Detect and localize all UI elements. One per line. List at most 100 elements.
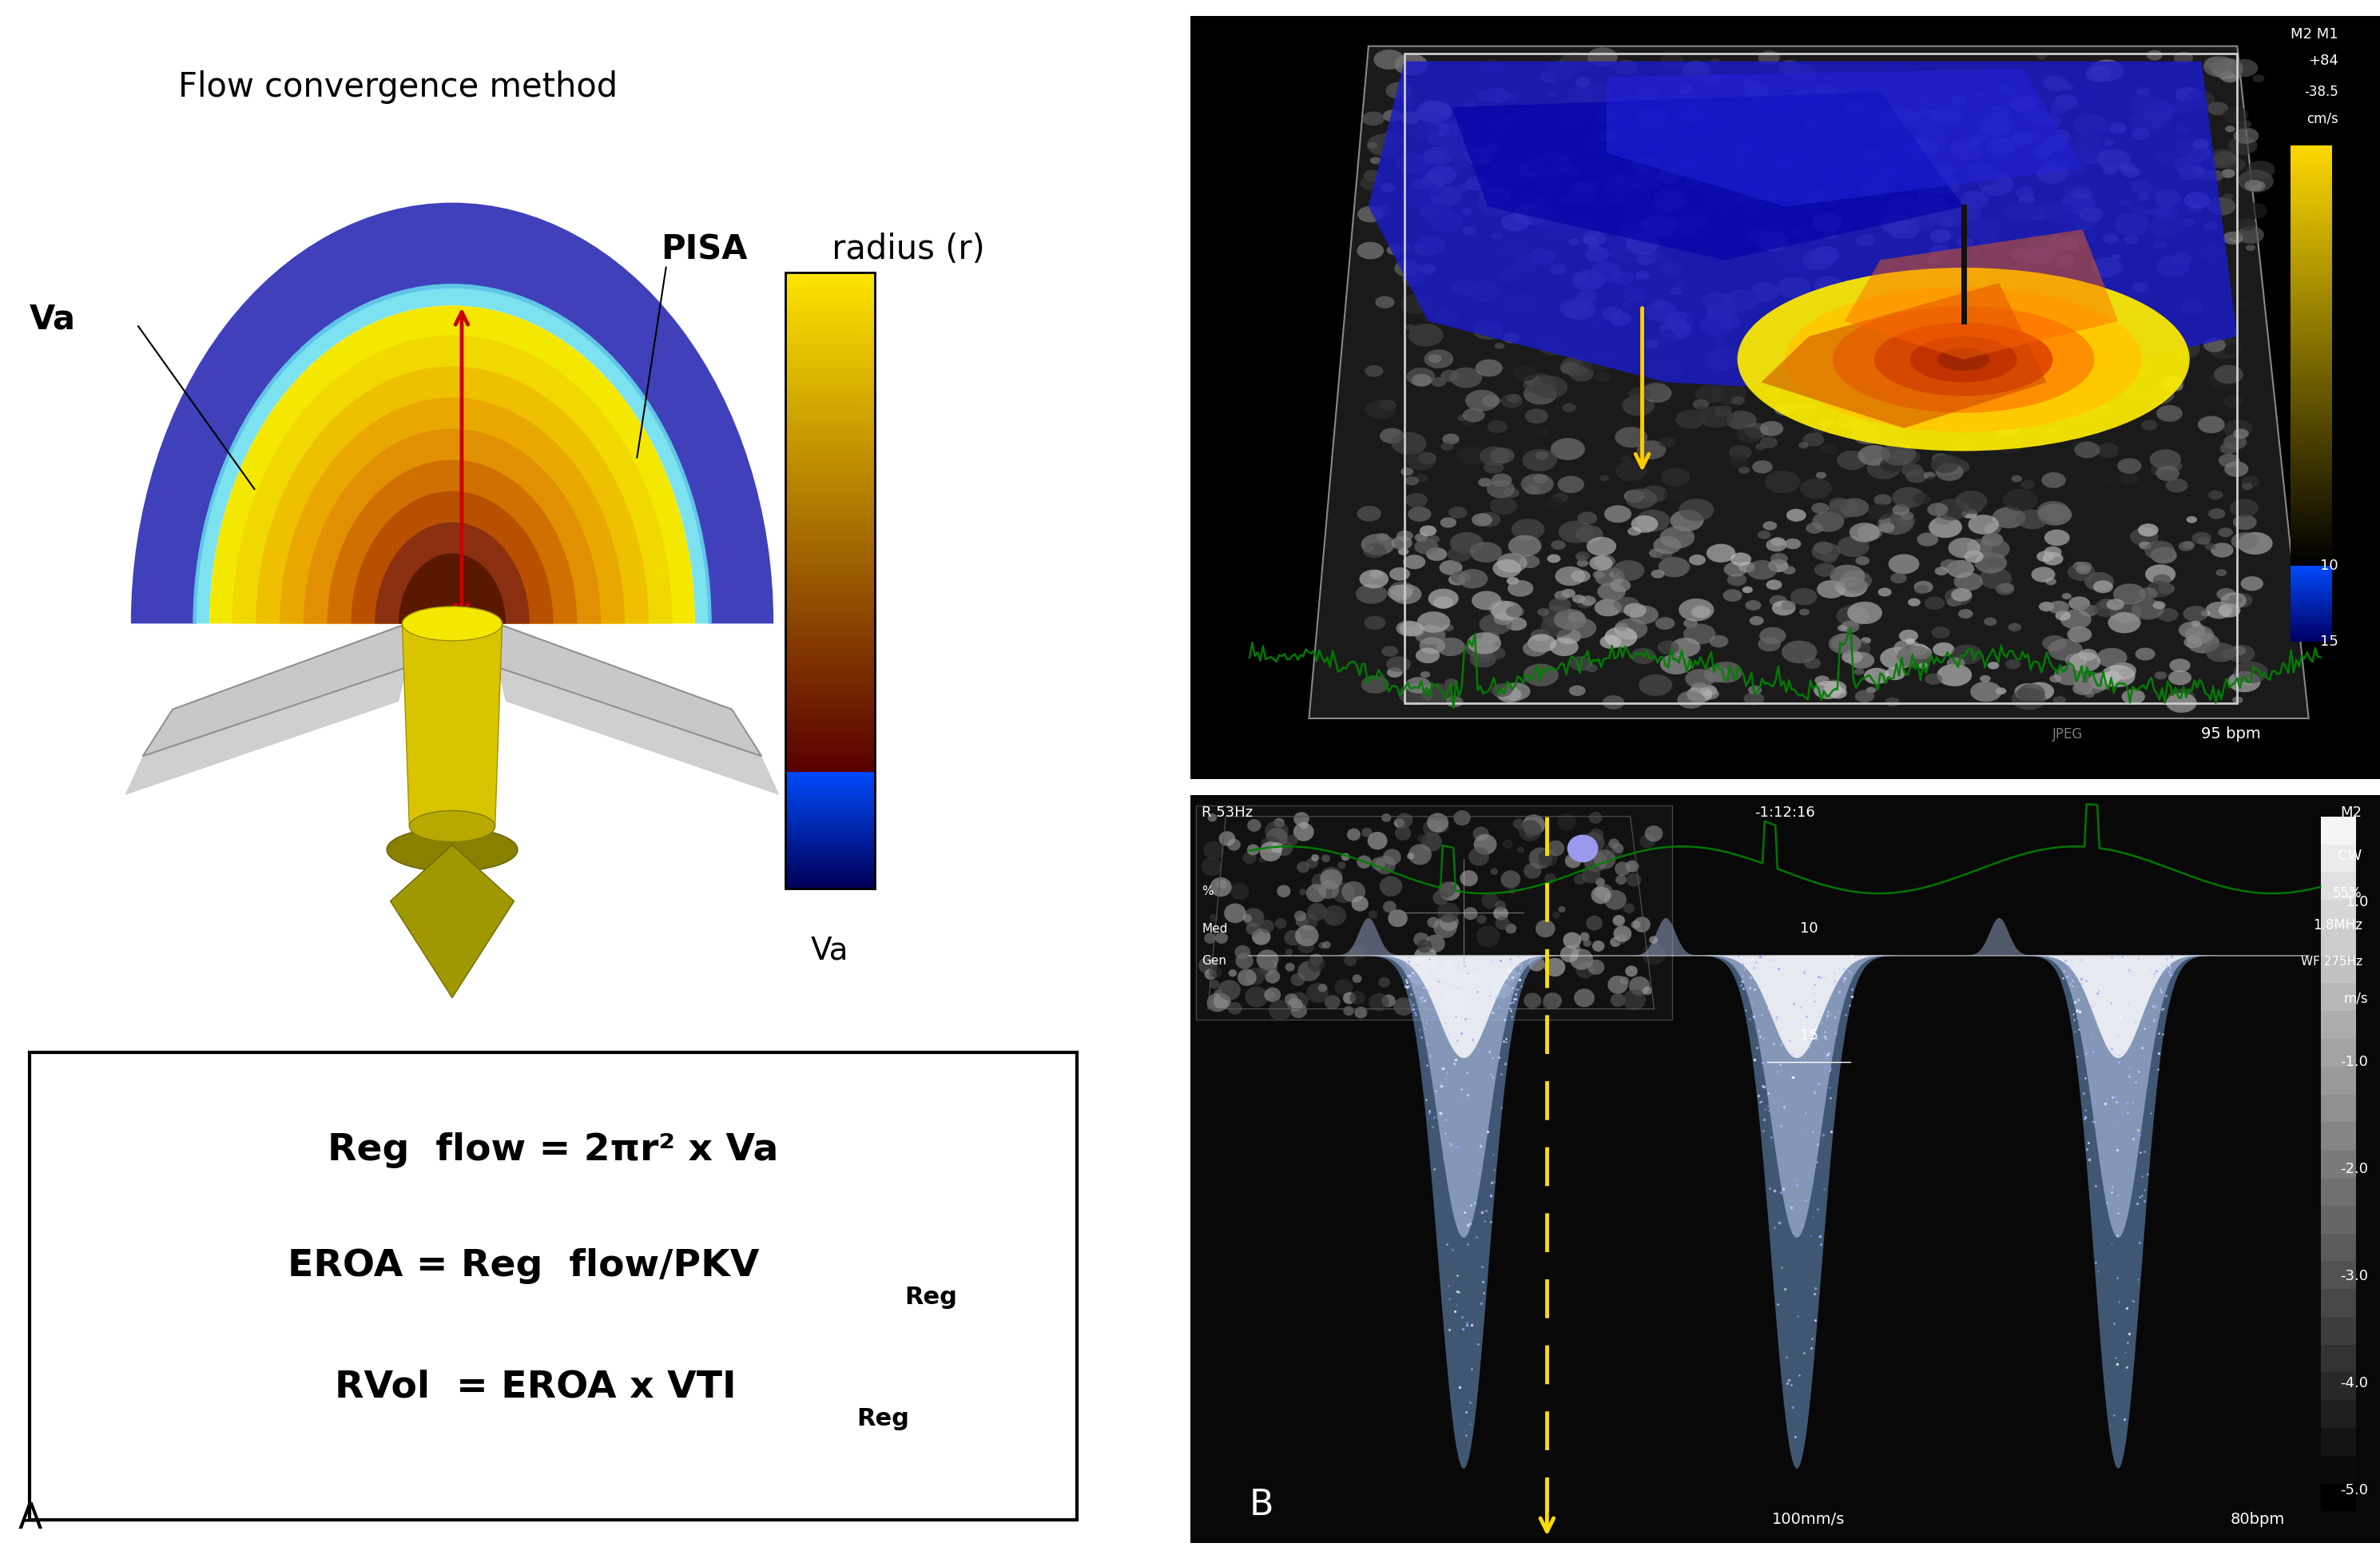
Circle shape [2078,561,2092,572]
Circle shape [1811,293,1830,306]
Circle shape [2251,75,2263,83]
Bar [2292,382,2332,387]
Circle shape [1587,960,1604,974]
Circle shape [1649,143,1666,154]
Bar [785,881,876,884]
Circle shape [1952,359,1980,377]
Circle shape [2144,541,2175,560]
Circle shape [1421,203,1454,224]
Bar [785,652,876,655]
Circle shape [1656,549,1673,560]
Circle shape [1471,543,1502,563]
Circle shape [1416,940,1433,953]
Circle shape [1426,134,1442,143]
Polygon shape [124,667,407,795]
Circle shape [2206,196,2235,215]
Circle shape [1742,288,1766,304]
Circle shape [1502,683,1530,700]
Circle shape [1840,620,1859,633]
Circle shape [1342,1006,1354,1016]
Circle shape [2209,508,2225,519]
Circle shape [1780,600,1797,610]
Circle shape [2028,341,2056,360]
Circle shape [1604,505,1630,522]
Circle shape [1823,137,1835,145]
Circle shape [1890,513,1916,530]
Circle shape [1885,697,1899,706]
Bar [2292,302,2332,309]
Circle shape [1257,965,1269,974]
Circle shape [2132,206,2149,215]
Circle shape [1952,204,1983,223]
Circle shape [2004,204,2033,221]
Circle shape [1847,355,1880,376]
Circle shape [1509,695,1521,703]
Circle shape [2073,215,2097,229]
Circle shape [1887,207,1902,217]
Circle shape [1423,820,1442,837]
Circle shape [1564,617,1597,639]
Circle shape [1407,853,1414,859]
Wedge shape [400,553,505,624]
Circle shape [1975,421,1987,427]
Circle shape [1414,533,1428,543]
Bar [785,667,876,672]
Circle shape [2121,689,2144,705]
Circle shape [2137,87,2149,95]
Circle shape [2223,231,2242,245]
Circle shape [1573,988,1595,1007]
Circle shape [1426,547,1447,561]
Circle shape [1878,123,1887,131]
Bar [1404,53,2237,703]
Circle shape [2209,178,2223,186]
Ellipse shape [386,828,519,871]
Circle shape [1816,118,1837,133]
Bar [785,502,876,505]
Circle shape [1247,843,1259,856]
Circle shape [1978,352,1997,365]
Circle shape [1614,915,1626,926]
Circle shape [1685,313,1709,327]
Circle shape [1466,281,1502,302]
Circle shape [1645,301,1678,321]
Text: %: % [1202,886,1214,898]
Circle shape [1778,61,1802,75]
Circle shape [2097,474,2116,485]
Circle shape [1978,538,2009,560]
Ellipse shape [1737,268,2190,451]
Circle shape [1490,683,1511,697]
Circle shape [2173,157,2199,173]
Bar [2320,1428,2356,1456]
Circle shape [1290,992,1309,1010]
Circle shape [1652,196,1673,210]
Circle shape [1745,84,1768,100]
Circle shape [1830,564,1866,588]
Circle shape [1442,624,1454,631]
Circle shape [1399,620,1423,636]
Text: WF 275Hz: WF 275Hz [2301,956,2361,968]
Circle shape [1380,876,1402,896]
Circle shape [1873,120,1894,134]
Text: 55%: 55% [2332,886,2361,901]
Circle shape [1994,422,2021,437]
Circle shape [1890,207,1914,223]
Circle shape [2037,164,2068,184]
Bar [2320,1066,2356,1094]
Circle shape [1323,942,1330,949]
Circle shape [1416,611,1449,633]
Bar [2320,900,2356,928]
Circle shape [1290,973,1304,985]
Circle shape [1709,661,1742,683]
Circle shape [1897,516,1911,527]
Circle shape [1756,443,1766,451]
Circle shape [2154,190,2182,207]
Circle shape [2218,603,2240,617]
Circle shape [1388,585,1411,600]
Circle shape [2013,683,2042,700]
Circle shape [1276,886,1290,898]
Circle shape [1930,229,1952,243]
Circle shape [1711,382,1747,404]
Circle shape [2021,285,2049,304]
Circle shape [1878,410,1909,430]
Circle shape [1935,162,1956,176]
